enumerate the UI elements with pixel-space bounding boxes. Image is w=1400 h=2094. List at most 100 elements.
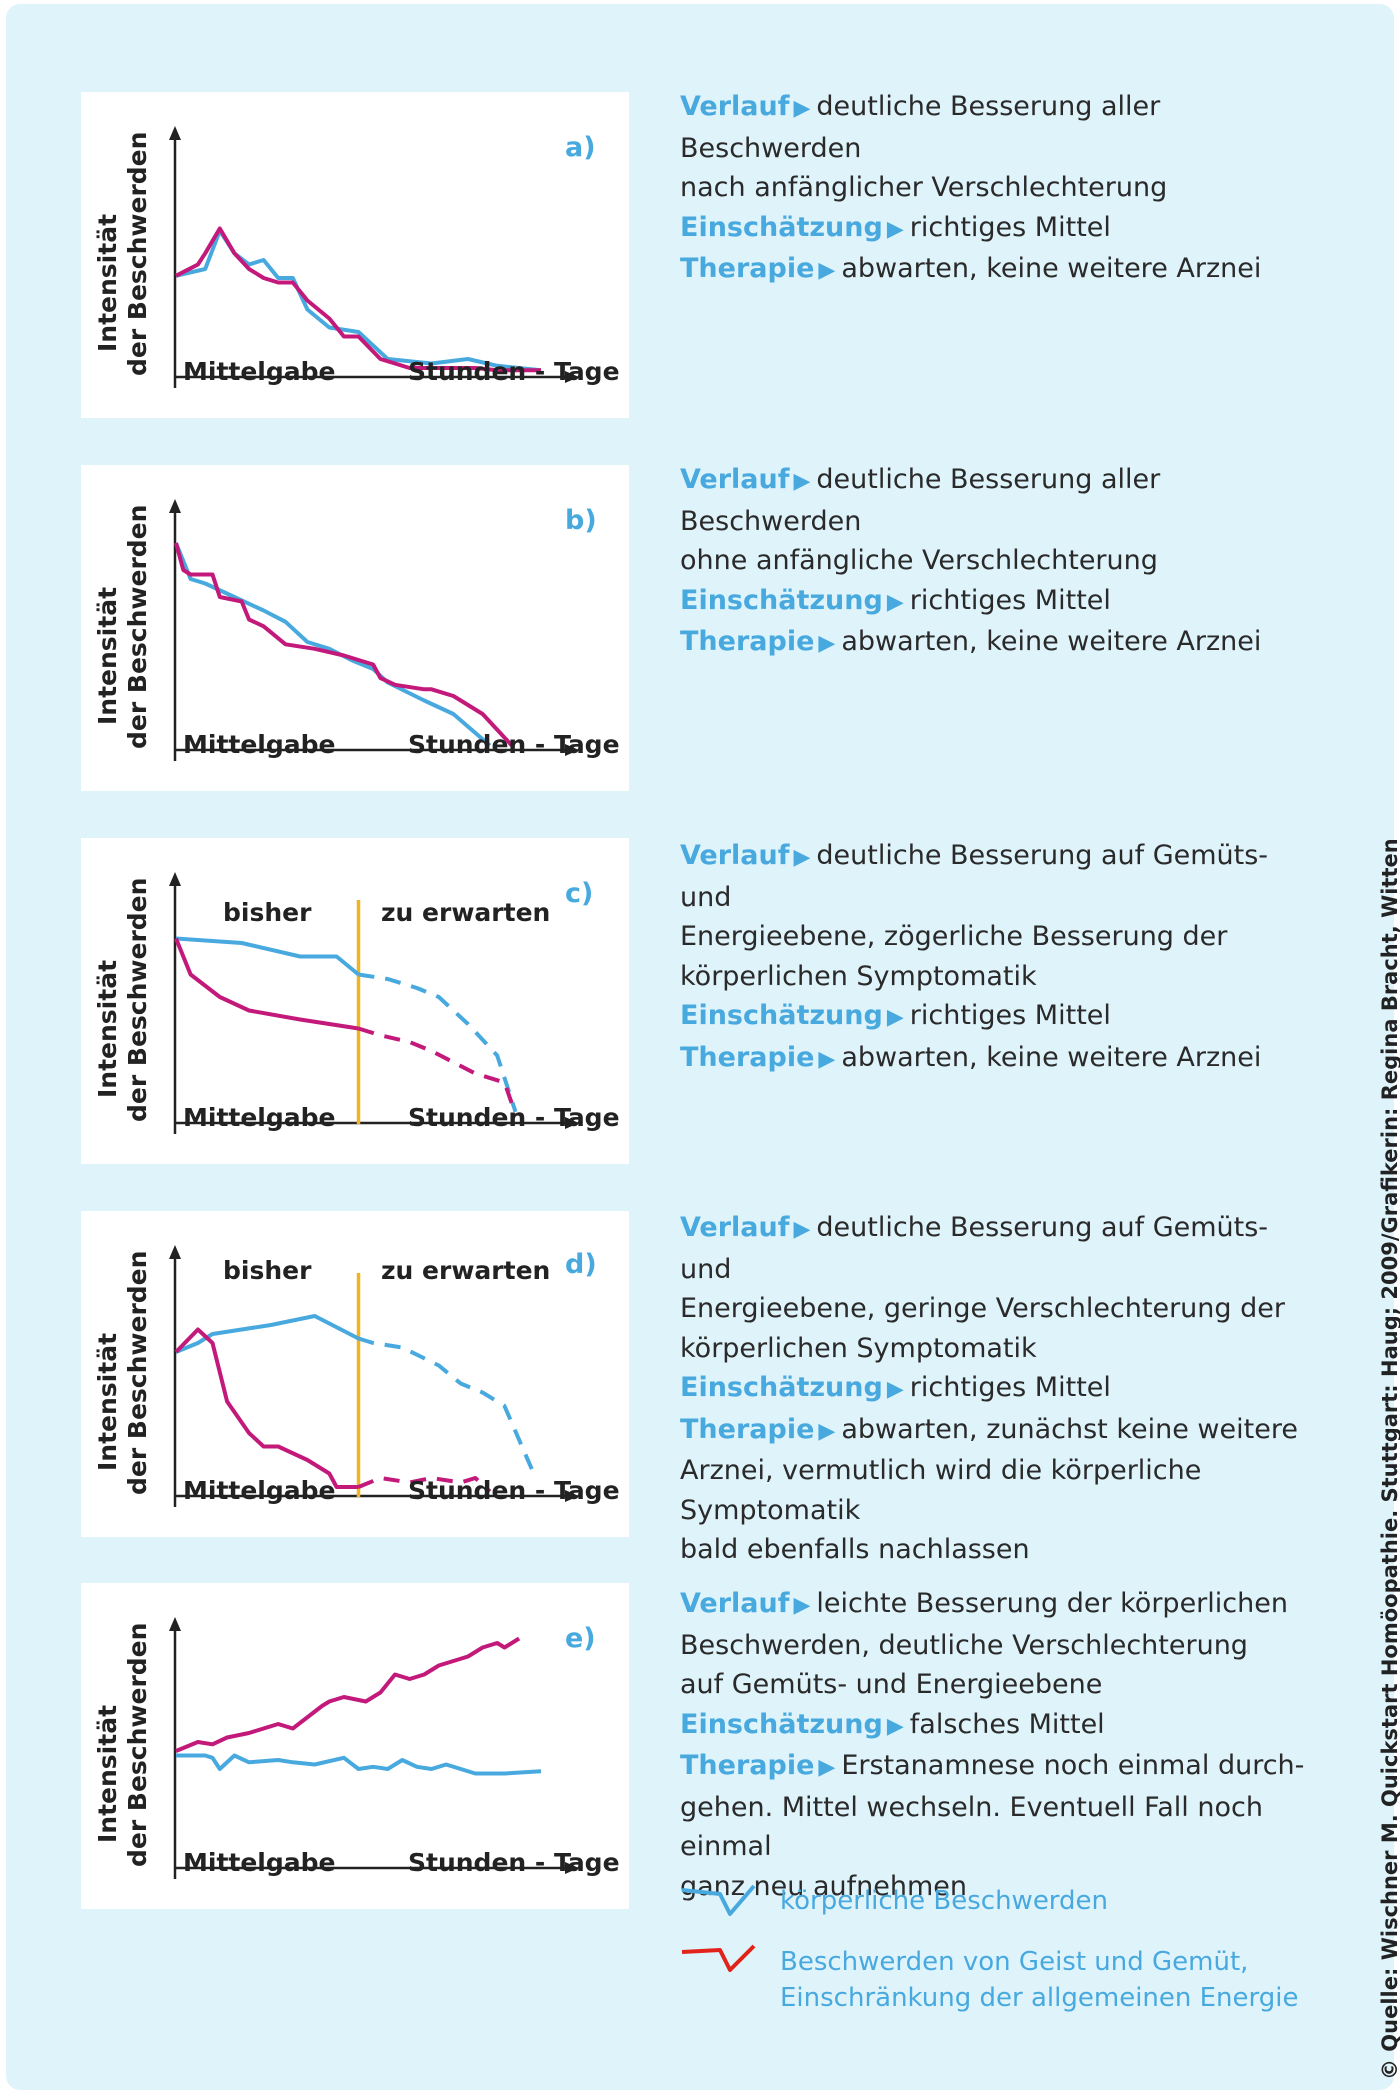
einschaetzung-text: richtiges Mittel [909, 1000, 1111, 1031]
chart-panel-4: Intensität der Beschwerden Mittelgabe Stund… [81, 1211, 629, 1537]
einschaetzung-row: Einschätzung ▶ richtiges Mittel [680, 1368, 1320, 1410]
arrow-right-icon: ▶ [793, 845, 811, 870]
x-axis-label-right: Stunden - Tage [408, 1848, 620, 1877]
verlauf-text: deutliche Besserung aller Beschwerden [680, 464, 1161, 537]
therapie-row: Therapie ▶ Erstanamnese noch einmal durch- [680, 1746, 1320, 1788]
physical-series-line [175, 1314, 360, 1354]
legend-mind-label: Beschwerden von Geist und Gemüt, Einschrä… [780, 1944, 1299, 2016]
therapie-text-continued: Arznei, vermutlich wird die körperliche … [680, 1455, 1202, 1526]
description-d: Verlauf ▶ deutliche Besserung auf Gemüts- … [680, 1208, 1320, 1570]
verlauf-text: deutliche Besserung aller Beschwerden [680, 91, 1161, 164]
therapie-keyword: Therapie [680, 253, 815, 284]
y-axis-label: Intensität der Beschwerden [91, 1251, 179, 1521]
verlauf-row: Verlauf ▶ deutliche Besserung aller Beschw… [680, 87, 1320, 168]
segment-label-bisher: bisher [223, 1256, 312, 1285]
description-e: Verlauf ▶ leichte Besserung der körperlich… [680, 1584, 1320, 1906]
mind-energy-series-line [175, 1636, 521, 1753]
segment-label-bisher: bisher [223, 898, 312, 927]
x-axis-arrowhead [565, 744, 579, 756]
y-axis-label-line1: Intensität [93, 1332, 122, 1471]
verlauf-text-continued: auf Gemüts- und Energieebene [680, 1669, 1103, 1700]
therapie-text-continued: gehen. Mittel wechseln. Eventuell Fall n… [680, 1791, 1263, 1863]
y-axis-label-line2: der Beschwerden [123, 131, 152, 376]
panel-tag: e) [565, 1623, 596, 1654]
panel-tag: d) [565, 1249, 597, 1280]
therapie-text: abwarten, keine weitere Arznei [841, 253, 1262, 284]
legend-mind-label-line: Beschwerden von Geist und Gemüt, [780, 1947, 1249, 1977]
arrow-right-icon: ▶ [793, 1593, 811, 1618]
y-axis-label-line1: Intensität [93, 586, 122, 725]
einschaetzung-row: Einschätzung ▶ richtiges Mittel [680, 581, 1320, 623]
chart-svg-4 [169, 1245, 579, 1507]
chart-svg-5 [169, 1617, 579, 1879]
x-axis-label-left: Mittelgabe [183, 730, 336, 759]
y-axis-arrowhead [169, 1617, 181, 1631]
y-axis-label-line1: Intensität [93, 213, 122, 352]
arrow-right-icon: ▶ [793, 469, 811, 494]
x-axis-arrowhead [565, 1862, 579, 1874]
panel-tag: b) [565, 505, 597, 536]
mind-energy-series-line [174, 1327, 359, 1489]
arrow-right-icon: ▶ [886, 1713, 904, 1739]
mind-energy-series-line [174, 542, 514, 747]
verlauf-text-continued: Energieebene, geringe Verschlechterung d… [680, 1293, 1285, 1324]
therapie-text: abwarten, keine weitere Arznei [841, 1041, 1262, 1073]
arrow-right-icon: ▶ [886, 1377, 904, 1402]
verlauf-row: Verlauf ▶ deutliche Besserung aller Beschw… [680, 460, 1320, 541]
arrow-right-icon: ▶ [886, 216, 904, 242]
arrow-right-icon: ▶ [818, 1418, 836, 1444]
einschaetzung-text: richtiges Mittel [909, 211, 1111, 243]
x-axis-label-left: Mittelgabe [183, 357, 336, 386]
x-axis-arrowhead [565, 371, 579, 383]
description-b: Verlauf ▶ deutliche Besserung aller Beschw… [680, 460, 1320, 664]
legend-physical: körperliche Beschwerden [680, 1880, 1380, 1916]
chart-svg-2 [169, 499, 579, 761]
arrow-right-icon: ▶ [818, 1046, 836, 1072]
mind-energy-series-line [174, 937, 359, 1031]
y-axis-label: Intensität der Beschwerden [91, 505, 179, 775]
verlauf-text-continued: Beschwerden, deutliche Verschlechterung [680, 1629, 1248, 1661]
therapie-keyword: Therapie [680, 1750, 815, 1781]
mind-energy-series-line-expected [357, 1476, 492, 1493]
legend-mind-label-line: Einschränkung der allgemeinen Energie [780, 1983, 1299, 2013]
x-axis-label-right: Stunden - Tage [408, 357, 620, 386]
verlauf-keyword: Verlauf [680, 1588, 790, 1619]
arrow-right-icon: ▶ [793, 1217, 811, 1242]
physical-series-line-expected [358, 972, 518, 1113]
verlauf-keyword: Verlauf [680, 1212, 790, 1243]
legend-mind: Beschwerden von Geist und Gemüt, Einschrä… [680, 1940, 1380, 2020]
y-axis-label-line2: der Beschwerden [123, 1622, 152, 1867]
y-axis-label-line1: Intensität [93, 1704, 122, 1843]
therapie-keyword: Therapie [680, 1041, 815, 1073]
y-axis-arrowhead [169, 872, 181, 886]
arrow-right-icon: ▶ [886, 1005, 904, 1030]
verlauf-row: Verlauf ▶ deutliche Besserung auf Gemüts- … [680, 1208, 1320, 1289]
physical-series-line [175, 228, 542, 373]
panel-tag: c) [565, 878, 594, 909]
y-axis-arrowhead [169, 499, 181, 513]
physical-series-line [176, 1753, 542, 1776]
therapie-text: Erstanamnese noch einmal durch- [841, 1750, 1305, 1781]
verlauf-text-continued: ohne anfängliche Verschlechterung [680, 545, 1158, 576]
arrow-right-icon: ▶ [886, 589, 904, 615]
chart-panel-1: Intensität der Beschwerden Mittelgabe Stund… [81, 92, 629, 418]
x-axis-label-left: Mittelgabe [183, 1848, 336, 1877]
legend-mind-swatch [681, 1944, 756, 1972]
segment-label-zu-erwarten: zu erwarten [381, 1256, 551, 1285]
einschaetzung-row: Einschätzung ▶ falsches Mittel [680, 1705, 1320, 1747]
therapie-text-continued: bald ebenfalls nachlassen [680, 1534, 1030, 1565]
y-axis-label: Intensität der Beschwerden [91, 878, 179, 1148]
x-axis-label-right: Stunden - Tage [408, 1476, 620, 1505]
segment-label-zu-erwarten: zu erwarten [381, 898, 551, 927]
physical-series-line [174, 542, 492, 748]
therapie-text: abwarten, zunächst keine weitere [841, 1413, 1298, 1445]
y-axis-arrowhead [169, 1245, 181, 1259]
verlauf-text: deutliche Besserung auf Gemüts- und [680, 1212, 1269, 1285]
x-axis-label-left: Mittelgabe [183, 1476, 336, 1505]
einschaetzung-text: falsches Mittel [909, 1708, 1105, 1740]
description-c: Verlauf ▶ deutliche Besserung auf Gemüts- … [680, 836, 1320, 1079]
y-axis-arrowhead [169, 126, 181, 140]
einschaetzung-keyword: Einschätzung [680, 1000, 883, 1031]
chart-panel-3: Intensität der Beschwerden Mittelgabe Stund… [81, 838, 629, 1164]
einschaetzung-keyword: Einschätzung [680, 1708, 883, 1740]
